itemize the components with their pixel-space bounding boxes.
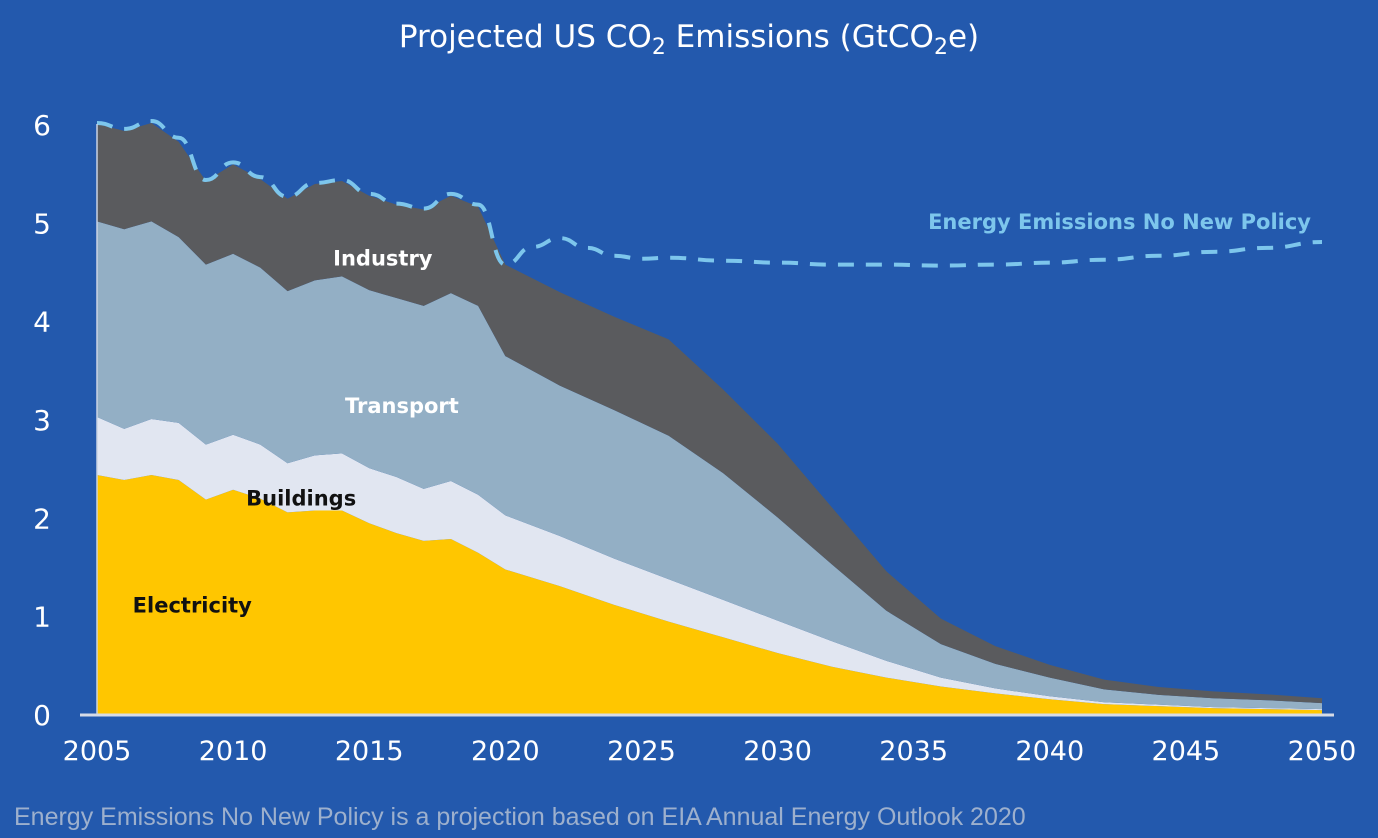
y-axis-ticks: 0 1 2 3 4 5 6 (33, 109, 51, 732)
reference-line (96, 119, 1323, 268)
area-industry (97, 123, 1322, 704)
title-subscript: 2 (652, 35, 666, 60)
area-buildings (97, 417, 1322, 711)
y-tick-label: 4 (33, 306, 51, 339)
axes (80, 124, 1334, 717)
x-tick-label: 2010 (199, 736, 268, 767)
y-tick-label: 6 (33, 109, 51, 142)
label-industry: Industry (333, 247, 433, 271)
title-subscript: 2 (934, 35, 948, 60)
x-axis-ticks: 2005 2010 2015 2020 2025 2030 2035 2040 2045 2050 (63, 736, 1357, 767)
label-buildings: Buildings (246, 487, 356, 511)
label-transport: Transport (345, 394, 459, 418)
x-tick-label: 2020 (471, 736, 540, 767)
series-labels: Electricity Buildings Transport Industry Ene… (133, 210, 1312, 618)
x-tick-label: 2050 (1288, 736, 1357, 767)
area-electricity (97, 475, 1322, 714)
x-tick-label: 2005 (63, 736, 132, 767)
stacked-areas (97, 123, 1322, 714)
footnote: Energy Emissions No New Policy is a proj… (14, 803, 1026, 831)
x-tick-label: 2025 (607, 736, 676, 767)
x-tick-label: 2040 (1015, 736, 1084, 767)
title-part: e) (948, 19, 979, 55)
label-reference-line: Energy Emissions No New Policy (928, 210, 1311, 234)
title-part: Emissions (GtCO (666, 19, 934, 55)
y-tick-label: 3 (33, 404, 51, 437)
label-electricity: Electricity (133, 594, 253, 618)
reference-line-group (96, 119, 1323, 268)
y-tick-label: 1 (33, 601, 51, 634)
x-tick-label: 2045 (1152, 736, 1221, 767)
y-tick-label: 2 (33, 502, 51, 535)
x-tick-label: 2035 (879, 736, 948, 767)
x-tick-label: 2015 (335, 736, 404, 767)
y-tick-label: 5 (33, 207, 51, 240)
title-part: Projected US CO (399, 19, 652, 55)
chart-title: Projected US CO2 Emissions (GtCO2e) (399, 19, 979, 60)
x-tick-label: 2030 (743, 736, 812, 767)
area-transport (97, 221, 1322, 710)
y-tick-label: 0 (33, 699, 51, 732)
